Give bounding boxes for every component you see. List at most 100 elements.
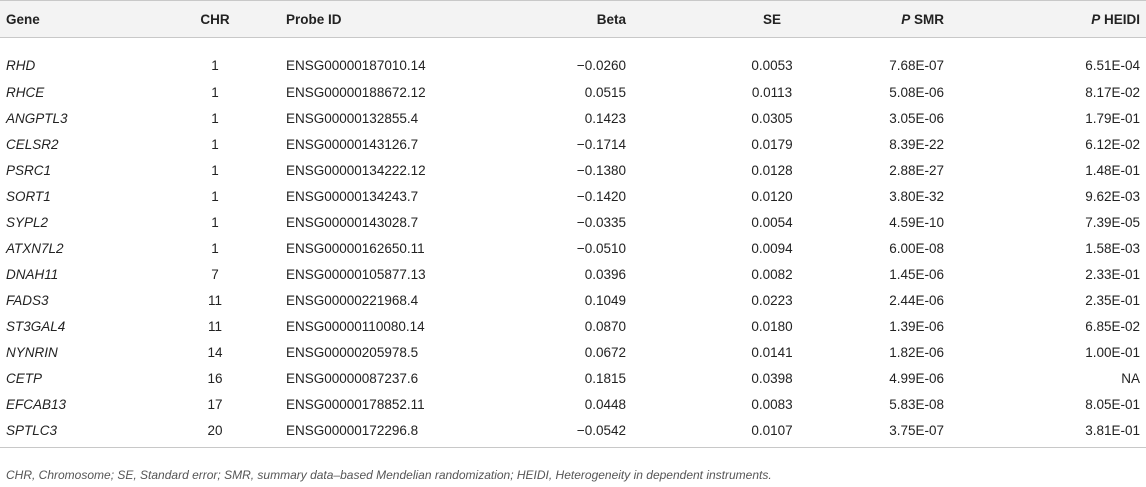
cell-chr: 20 [150,417,280,448]
cell-p-heidi: 1.79E-01 [1085,110,1140,126]
cell-chr: 1 [211,136,219,152]
header-row: Gene CHR Probe ID Beta SE P SMR P HEIDI [0,0,1146,38]
cell-p-heidi: 3.81E-01 [990,417,1146,448]
cell-gene: FADS3 [6,292,49,308]
cell-se: 0.0223 [751,292,793,308]
cell-probe-id: ENSG00000188672.12 [286,84,426,100]
cell-gene: RHCE [6,84,45,100]
table-row: RHCE 1 ENSG00000188672.12 0.0515 0.0113 5.08E… [0,79,1146,105]
header-chr: CHR [150,0,280,38]
cell-beta: 0.0448 [584,396,626,412]
cell-se: 0.0053 [751,58,793,73]
cell-probe-id: ENSG00000172296.8 [280,417,500,448]
cell-p-heidi: 8.17E-02 [1085,84,1140,100]
header-se: SE [680,0,830,38]
cell-probe-id: ENSG00000134222.12 [286,162,426,178]
table-row: CETP 16 ENSG00000087237.6 0.1815 0.0398 4.99E… [0,365,1146,391]
cell-p-heidi: 1.00E-01 [1085,344,1140,360]
cell-p-heidi: 8.05E-01 [1085,396,1140,412]
cell-gene: SPTLC3 [0,417,150,448]
cell-probe-id: ENSG00000162650.11 [286,240,425,256]
cell-beta: −0.0260 [576,58,626,73]
table-row: SYPL2 1 ENSG00000143028.7 −0.0335 0.0054 4.59… [0,209,1146,235]
cell-p-heidi: 6.51E-04 [1085,58,1140,73]
cell-chr: 1 [211,58,219,73]
cell-probe-id: ENSG00000187010.14 [286,58,426,73]
cell-p-smr: 1.82E-06 [889,344,944,360]
cell-beta: −0.1380 [576,162,626,178]
table-body: RHD 1 ENSG00000187010.14 −0.0260 0.0053 7.68E… [0,38,1146,448]
table-footnote: CHR, Chromosome; SE, Standard error; SMR… [6,468,772,482]
cell-p-heidi: NA [1121,370,1140,386]
cell-p-heidi: 2.33E-01 [1085,266,1140,282]
header-gene: Gene [0,0,150,38]
cell-p-smr: 5.08E-06 [889,84,944,100]
cell-se: 0.0094 [751,240,793,256]
cell-chr: 1 [211,188,219,204]
cell-gene: DNAH11 [6,266,59,282]
cell-p-smr: 7.68E-07 [889,58,944,73]
cell-p-heidi: 9.62E-03 [1085,188,1140,204]
cell-beta: −0.1420 [576,188,626,204]
table-row: RHD 1 ENSG00000187010.14 −0.0260 0.0053 7.68E… [0,38,1146,80]
cell-p-smr: 1.45E-06 [889,266,944,282]
smr-results-table: Gene CHR Probe ID Beta SE P SMR P HEIDI … [0,0,1146,448]
cell-p-heidi: 1.48E-01 [1085,162,1140,178]
cell-beta: −0.0335 [576,214,626,230]
header-probe-id: Probe ID [280,0,500,38]
cell-p-smr: 3.75E-07 [830,417,990,448]
cell-gene: RHD [6,58,36,73]
cell-probe-id: ENSG00000221968.4 [286,292,419,308]
table-row: PSRC1 1 ENSG00000134222.12 −0.1380 0.0128 2.8… [0,157,1146,183]
table-row: ATXN7L2 1 ENSG00000162650.11 −0.0510 0.0094 6… [0,235,1146,261]
cell-probe-id: ENSG00000134243.7 [286,188,419,204]
cell-p-heidi: 2.35E-01 [1085,292,1140,308]
cell-se: 0.0180 [751,318,793,334]
cell-p-smr: 1.39E-06 [889,318,944,334]
cell-se: 0.0113 [751,84,793,100]
header-beta: Beta [500,0,680,38]
cell-chr: 1 [211,162,219,178]
header-p-smr: P SMR [830,0,990,38]
cell-se: 0.0120 [751,188,793,204]
cell-gene: SYPL2 [6,214,49,230]
cell-se: 0.0054 [751,214,793,230]
cell-se: 0.0107 [680,417,830,448]
cell-p-heidi: 7.39E-05 [1085,214,1140,230]
cell-p-smr: 2.44E-06 [889,292,944,308]
cell-gene: ST3GAL4 [6,318,66,334]
header-p-heidi: P HEIDI [990,0,1146,38]
cell-beta: 0.0870 [584,318,626,334]
table-row: CELSR2 1 ENSG00000143126.7 −0.1714 0.0179 8.3… [0,131,1146,157]
cell-beta: 0.1423 [584,110,626,126]
cell-beta: −0.0542 [500,417,680,448]
cell-chr: 11 [207,318,222,334]
cell-se: 0.0083 [751,396,793,412]
cell-se: 0.0179 [751,136,793,152]
cell-se: 0.0082 [751,266,793,282]
cell-beta: 0.0515 [584,84,626,100]
cell-gene: EFCAB13 [6,396,67,412]
cell-gene: ATXN7L2 [6,240,64,256]
cell-chr: 11 [207,292,222,308]
cell-gene: NYNRIN [6,344,58,360]
cell-probe-id: ENSG00000105877.13 [286,266,426,282]
table-header: Gene CHR Probe ID Beta SE P SMR P HEIDI [0,0,1146,38]
table-row: DNAH11 7 ENSG00000105877.13 0.0396 0.0082 1.4… [0,261,1146,287]
table-row: EFCAB13 17 ENSG00000178852.11 0.0448 0.0083 5… [0,391,1146,417]
cell-beta: 0.0672 [584,344,626,360]
cell-p-smr: 4.59E-10 [889,214,944,230]
cell-se: 0.0305 [751,110,793,126]
cell-probe-id: ENSG00000205978.5 [286,344,419,360]
cell-chr: 1 [211,214,219,230]
cell-gene: PSRC1 [6,162,52,178]
cell-se: 0.0141 [751,344,793,360]
cell-chr: 1 [211,240,219,256]
cell-p-smr: 3.80E-32 [889,188,944,204]
table-row: FADS3 11 ENSG00000221968.4 0.1049 0.0223 2.44… [0,287,1146,313]
cell-probe-id: ENSG00000143028.7 [286,214,419,230]
cell-beta: 0.1049 [584,292,626,308]
table-row: SORT1 1 ENSG00000134243.7 −0.1420 0.0120 3.80… [0,183,1146,209]
cell-probe-id: ENSG00000087237.6 [286,370,419,386]
table-row: NYNRIN 14 ENSG00000205978.5 0.0672 0.0141 1.8… [0,339,1146,365]
